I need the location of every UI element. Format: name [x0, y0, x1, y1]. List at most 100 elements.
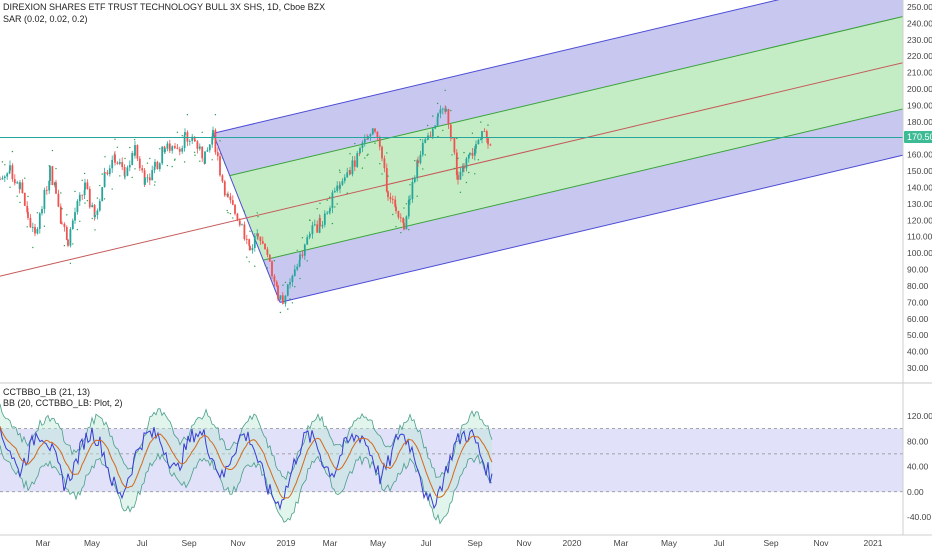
time-tick-label: Sep: [467, 538, 482, 548]
sar-dot: [63, 244, 66, 247]
candle-body: [126, 167, 129, 176]
sar-dot: [32, 246, 34, 249]
sar-dot: [114, 138, 116, 140]
candle-body: [489, 144, 492, 146]
sar-dot: [251, 231, 254, 233]
sar-dot: [264, 264, 266, 266]
candle-body: [343, 177, 346, 181]
candle-body: [196, 141, 199, 149]
bollinger-lower: [0, 445, 493, 525]
candle-body: [399, 217, 402, 219]
candle-body: [429, 135, 432, 137]
candle-body: [301, 254, 304, 256]
candle-body: [55, 182, 57, 194]
sar-dot: [183, 161, 186, 163]
candle-body: [316, 224, 319, 233]
candle-body: [279, 295, 282, 300]
candle-body: [419, 154, 422, 164]
candle-body: [277, 285, 279, 300]
candle-body: [326, 212, 329, 214]
sar-dot: [94, 229, 96, 231]
candle-body: [266, 249, 269, 255]
time-tick-label: 2021: [864, 538, 883, 548]
pitchfork-inner-zone: [229, 16, 903, 261]
sar-dot: [299, 277, 301, 280]
candle-body: [449, 124, 452, 138]
sar-dot: [366, 154, 368, 157]
candle-body: [479, 139, 482, 140]
candle-body: [481, 131, 483, 140]
sar-dot: [408, 229, 410, 231]
time-tick-label: Nov: [813, 538, 829, 548]
candle-body: [0, 179, 1, 181]
candle-body: [59, 206, 62, 224]
price-tick-label: 90.00: [907, 265, 929, 275]
sar-dot: [326, 199, 328, 201]
sar-dot: [146, 162, 149, 164]
sar-dot: [444, 89, 446, 92]
candle-body: [208, 144, 211, 151]
candle-body: [395, 206, 397, 212]
candle-body: [141, 168, 144, 171]
sar-dot: [414, 159, 416, 162]
candle-body: [183, 135, 186, 149]
sar-dot: [459, 191, 462, 194]
candle-body: [437, 113, 439, 118]
candle-body: [245, 239, 248, 240]
sar-dot: [119, 175, 121, 177]
oscillator-tick-label: -40.00: [907, 512, 931, 522]
candle-body: [9, 165, 11, 171]
candle-body: [405, 216, 408, 230]
sar-dot: [221, 157, 224, 159]
time-tick-label: Nov: [230, 538, 246, 548]
candle-body: [253, 235, 256, 248]
sar-dot: [269, 275, 271, 277]
sar-dot: [86, 199, 89, 202]
candle-body: [243, 224, 246, 240]
candle-body: [402, 217, 405, 223]
candle-body: [413, 177, 416, 183]
candle-body: [211, 136, 214, 145]
sar-dot: [61, 208, 63, 210]
candle-body: [53, 182, 56, 186]
sar-dot: [442, 129, 444, 132]
sar-dot: [116, 146, 119, 148]
candle-body: [8, 170, 11, 174]
price-tick-label: 210.00: [907, 68, 932, 78]
candle-body: [223, 181, 226, 196]
candle-body: [214, 129, 217, 153]
sar-dot: [339, 171, 341, 174]
candle-body: [74, 212, 76, 221]
candle-body: [148, 177, 151, 181]
chart-title: DIREXION SHARES ETF TRUST TECHNOLOGY BUL…: [3, 2, 326, 12]
sar-dot: [436, 102, 439, 105]
sar-dot: [226, 209, 228, 212]
sar-dot: [36, 212, 39, 214]
time-x-axis: Mar May Jul Sep Nov 2019 Mar May Jul Sep Nov 2020 Ma…: [36, 538, 883, 548]
candle-body: [376, 131, 379, 138]
sar-dot: [129, 146, 131, 149]
sar-dot: [463, 151, 465, 154]
candle-body: [128, 164, 131, 168]
sar-dot: [296, 249, 298, 251]
oscillator-line: [0, 426, 493, 511]
sar-dot: [219, 140, 221, 142]
sar-dot: [453, 167, 456, 170]
candle-body: [84, 182, 86, 190]
sar-dot: [124, 157, 126, 160]
sar-dot: [166, 164, 169, 167]
sar-dot: [422, 168, 424, 170]
candle-body: [121, 162, 124, 168]
oscillator-panel: [0, 403, 903, 525]
sar-dot: [336, 203, 338, 205]
sar-dot: [266, 267, 269, 269]
candle-body: [76, 201, 79, 213]
candle-body: [286, 284, 289, 296]
candle-body: [319, 218, 321, 227]
sar-dot: [487, 124, 489, 126]
sar-dot: [354, 142, 356, 145]
time-tick-label: Mar: [323, 538, 338, 548]
candle-body: [271, 261, 273, 277]
candle-body: [67, 239, 69, 246]
